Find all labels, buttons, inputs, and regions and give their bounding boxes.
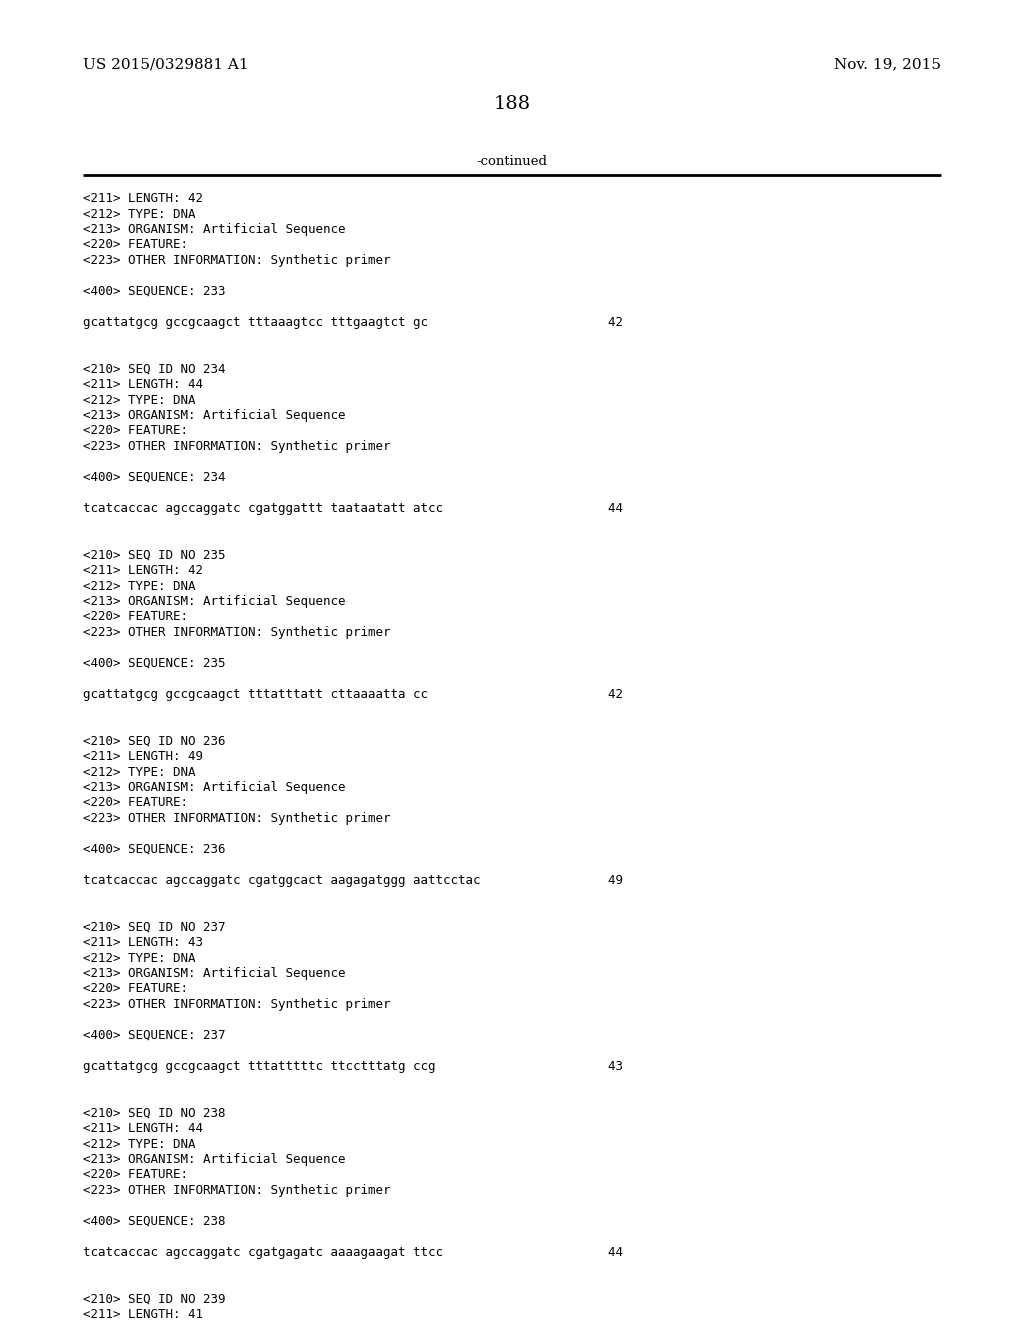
Text: <223> OTHER INFORMATION: Synthetic primer: <223> OTHER INFORMATION: Synthetic prime… [83,440,390,453]
Text: <223> OTHER INFORMATION: Synthetic primer: <223> OTHER INFORMATION: Synthetic prime… [83,812,390,825]
Text: <213> ORGANISM: Artificial Sequence: <213> ORGANISM: Artificial Sequence [83,1152,345,1166]
Text: <400> SEQUENCE: 237: <400> SEQUENCE: 237 [83,1030,225,1041]
Text: <211> LENGTH: 41: <211> LENGTH: 41 [83,1308,203,1320]
Text: -continued: -continued [476,154,548,168]
Text: <213> ORGANISM: Artificial Sequence: <213> ORGANISM: Artificial Sequence [83,223,345,236]
Text: <213> ORGANISM: Artificial Sequence: <213> ORGANISM: Artificial Sequence [83,409,345,422]
Text: <211> LENGTH: 44: <211> LENGTH: 44 [83,378,203,391]
Text: US 2015/0329881 A1: US 2015/0329881 A1 [83,57,249,71]
Text: <211> LENGTH: 42: <211> LENGTH: 42 [83,564,203,577]
Text: <212> TYPE: DNA: <212> TYPE: DNA [83,393,196,407]
Text: <212> TYPE: DNA: <212> TYPE: DNA [83,952,196,965]
Text: <400> SEQUENCE: 238: <400> SEQUENCE: 238 [83,1214,225,1228]
Text: <400> SEQUENCE: 233: <400> SEQUENCE: 233 [83,285,225,298]
Text: <220> FEATURE:: <220> FEATURE: [83,239,188,252]
Text: <211> LENGTH: 49: <211> LENGTH: 49 [83,750,203,763]
Text: Nov. 19, 2015: Nov. 19, 2015 [834,57,941,71]
Text: <400> SEQUENCE: 236: <400> SEQUENCE: 236 [83,843,225,855]
Text: <210> SEQ ID NO 236: <210> SEQ ID NO 236 [83,734,225,747]
Text: <210> SEQ ID NO 237: <210> SEQ ID NO 237 [83,920,225,933]
Text: <220> FEATURE:: <220> FEATURE: [83,796,188,809]
Text: <212> TYPE: DNA: <212> TYPE: DNA [83,1138,196,1151]
Text: <210> SEQ ID NO 239: <210> SEQ ID NO 239 [83,1292,225,1305]
Text: <212> TYPE: DNA: <212> TYPE: DNA [83,207,196,220]
Text: gcattatgcg gccgcaagct tttatttatt cttaaaatta cc                        42: gcattatgcg gccgcaagct tttatttatt cttaaaa… [83,688,623,701]
Text: <212> TYPE: DNA: <212> TYPE: DNA [83,766,196,779]
Text: tcatcaccac agccaggatc cgatgagatc aaaagaagat ttcc                      44: tcatcaccac agccaggatc cgatgagatc aaaagaa… [83,1246,623,1259]
Text: <223> OTHER INFORMATION: Synthetic primer: <223> OTHER INFORMATION: Synthetic prime… [83,998,390,1011]
Text: <213> ORGANISM: Artificial Sequence: <213> ORGANISM: Artificial Sequence [83,968,345,979]
Text: <210> SEQ ID NO 235: <210> SEQ ID NO 235 [83,549,225,561]
Text: <220> FEATURE:: <220> FEATURE: [83,982,188,995]
Text: 188: 188 [494,95,530,114]
Text: <212> TYPE: DNA: <212> TYPE: DNA [83,579,196,593]
Text: <211> LENGTH: 43: <211> LENGTH: 43 [83,936,203,949]
Text: <223> OTHER INFORMATION: Synthetic primer: <223> OTHER INFORMATION: Synthetic prime… [83,626,390,639]
Text: <210> SEQ ID NO 234: <210> SEQ ID NO 234 [83,363,225,375]
Text: <223> OTHER INFORMATION: Synthetic primer: <223> OTHER INFORMATION: Synthetic prime… [83,1184,390,1197]
Text: <220> FEATURE:: <220> FEATURE: [83,610,188,623]
Text: <400> SEQUENCE: 234: <400> SEQUENCE: 234 [83,471,225,484]
Text: <213> ORGANISM: Artificial Sequence: <213> ORGANISM: Artificial Sequence [83,781,345,795]
Text: <220> FEATURE:: <220> FEATURE: [83,1168,188,1181]
Text: gcattatgcg gccgcaagct tttaaagtcc tttgaagtct gc                        42: gcattatgcg gccgcaagct tttaaagtcc tttgaag… [83,315,623,329]
Text: tcatcaccac agccaggatc cgatggcact aagagatggg aattcctac                 49: tcatcaccac agccaggatc cgatggcact aagagat… [83,874,623,887]
Text: <400> SEQUENCE: 235: <400> SEQUENCE: 235 [83,657,225,671]
Text: <223> OTHER INFORMATION: Synthetic primer: <223> OTHER INFORMATION: Synthetic prime… [83,253,390,267]
Text: <211> LENGTH: 44: <211> LENGTH: 44 [83,1122,203,1135]
Text: gcattatgcg gccgcaagct tttatttttc ttcctttatg ccg                       43: gcattatgcg gccgcaagct tttatttttc ttccttt… [83,1060,623,1073]
Text: <210> SEQ ID NO 238: <210> SEQ ID NO 238 [83,1106,225,1119]
Text: tcatcaccac agccaggatc cgatggattt taataatatt atcc                      44: tcatcaccac agccaggatc cgatggattt taataat… [83,502,623,515]
Text: <211> LENGTH: 42: <211> LENGTH: 42 [83,191,203,205]
Text: <220> FEATURE:: <220> FEATURE: [83,425,188,437]
Text: <213> ORGANISM: Artificial Sequence: <213> ORGANISM: Artificial Sequence [83,595,345,609]
